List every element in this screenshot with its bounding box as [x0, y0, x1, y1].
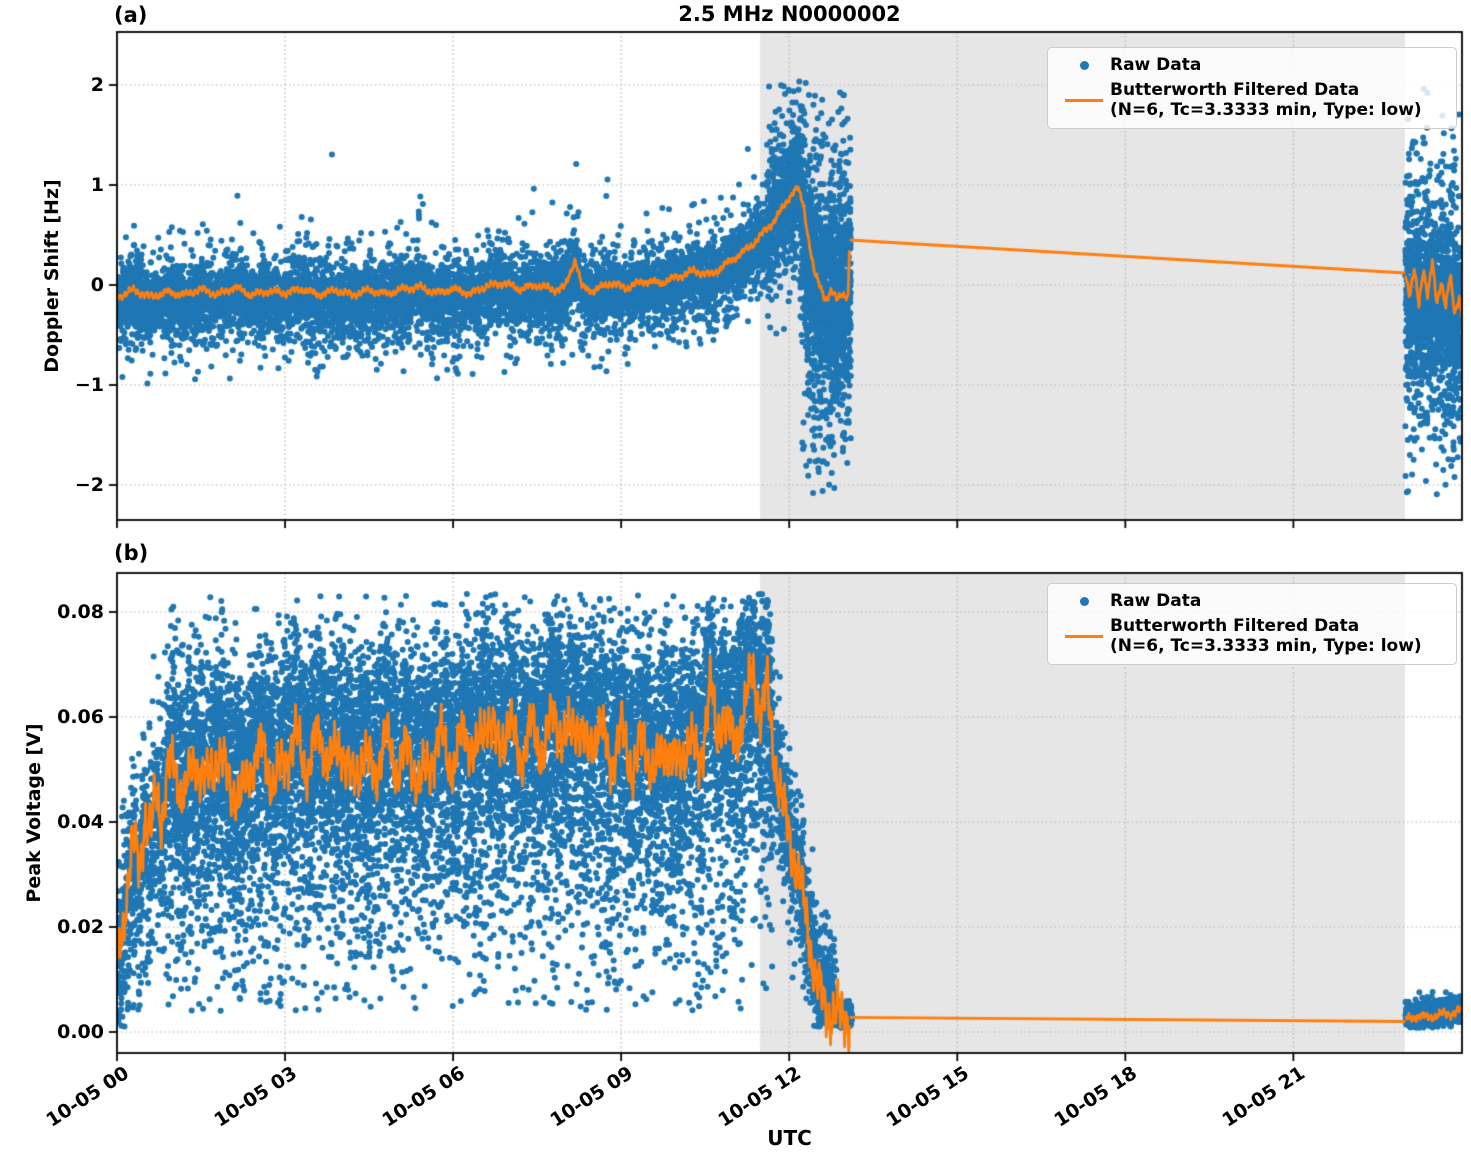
y-tick-label: −1 — [74, 374, 104, 396]
y-tick-label: 0.08 — [57, 601, 104, 623]
y-tick-label: 0.02 — [57, 916, 104, 938]
y-tick-label: 0.04 — [57, 811, 104, 833]
legend-row-filtered: Butterworth Filtered Data (N=6, Tc=3.3333… — [1058, 80, 1446, 121]
filtered-line-marker-icon — [1065, 634, 1103, 638]
legend-panel-b: Raw Data Butterworth Filtered Data (N=6, … — [1047, 583, 1457, 665]
legend-row-raw: Raw Data — [1058, 591, 1446, 612]
panel-b-label: (b) — [114, 541, 149, 565]
legend-raw-label: Raw Data — [1110, 590, 1202, 611]
x-axis-label: UTC — [767, 1126, 812, 1150]
y-tick-label: 0 — [90, 274, 104, 296]
chart-title: 2.5 MHz N0000002 — [678, 2, 901, 26]
raw-data-marker-icon — [1079, 596, 1089, 606]
legend-raw-label: Raw Data — [1110, 54, 1202, 75]
y-tick-label: 2 — [90, 74, 104, 96]
legend-panel-a: Raw Data Butterworth Filtered Data (N=6, … — [1047, 47, 1457, 129]
y-tick-label: −2 — [74, 474, 104, 496]
raw-data-marker-icon — [1079, 60, 1089, 70]
legend-filtered-label: Butterworth Filtered Data (N=6, Tc=3.3333… — [1110, 79, 1422, 121]
y-tick-label: 0.06 — [57, 706, 104, 728]
legend-filtered-label: Butterworth Filtered Data (N=6, Tc=3.3333… — [1110, 615, 1422, 657]
y-tick-label: 0.00 — [57, 1021, 104, 1043]
panel-a-label: (a) — [114, 3, 148, 27]
filtered-line-marker-icon — [1065, 98, 1103, 102]
y-tick-label: 1 — [90, 174, 104, 196]
legend-row-filtered: Butterworth Filtered Data (N=6, Tc=3.3333… — [1058, 616, 1446, 657]
legend-row-raw: Raw Data — [1058, 55, 1446, 76]
